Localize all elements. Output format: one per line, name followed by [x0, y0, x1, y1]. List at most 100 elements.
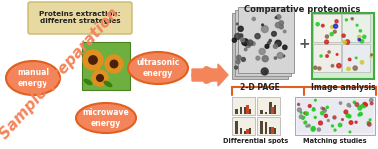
Circle shape: [333, 116, 336, 119]
FancyBboxPatch shape: [265, 122, 267, 134]
Ellipse shape: [104, 81, 113, 87]
Circle shape: [275, 17, 277, 18]
FancyBboxPatch shape: [312, 13, 374, 79]
Circle shape: [335, 20, 338, 23]
Circle shape: [283, 55, 285, 57]
Circle shape: [265, 44, 269, 48]
Text: 2-D PAGE: 2-D PAGE: [240, 83, 280, 92]
Circle shape: [324, 114, 327, 117]
Circle shape: [342, 34, 345, 37]
Circle shape: [308, 124, 310, 127]
FancyBboxPatch shape: [271, 127, 274, 134]
Circle shape: [245, 48, 247, 51]
Circle shape: [268, 42, 270, 44]
Circle shape: [353, 101, 356, 103]
Circle shape: [346, 114, 349, 117]
Text: Matching studies: Matching studies: [303, 138, 367, 144]
FancyBboxPatch shape: [235, 10, 291, 76]
Circle shape: [355, 121, 357, 123]
Circle shape: [322, 24, 324, 27]
Circle shape: [262, 56, 268, 62]
Circle shape: [323, 108, 325, 110]
Circle shape: [371, 54, 372, 56]
Circle shape: [242, 39, 248, 45]
Circle shape: [279, 21, 284, 25]
Circle shape: [235, 66, 238, 69]
FancyBboxPatch shape: [248, 128, 251, 134]
Circle shape: [279, 25, 283, 29]
Circle shape: [297, 103, 300, 105]
Circle shape: [240, 38, 245, 42]
FancyBboxPatch shape: [238, 7, 294, 73]
Ellipse shape: [84, 79, 93, 85]
Circle shape: [97, 75, 103, 81]
Circle shape: [232, 38, 236, 42]
FancyBboxPatch shape: [260, 121, 262, 134]
FancyBboxPatch shape: [342, 44, 370, 72]
Circle shape: [337, 63, 341, 68]
FancyBboxPatch shape: [313, 14, 341, 42]
Circle shape: [334, 129, 336, 131]
FancyBboxPatch shape: [274, 104, 276, 114]
Circle shape: [311, 127, 315, 131]
Circle shape: [105, 55, 123, 73]
Circle shape: [348, 115, 351, 118]
Circle shape: [325, 35, 328, 38]
Circle shape: [358, 39, 361, 41]
FancyBboxPatch shape: [342, 14, 370, 42]
Circle shape: [302, 118, 304, 119]
Circle shape: [314, 116, 316, 118]
Polygon shape: [192, 64, 228, 86]
Circle shape: [300, 112, 302, 114]
Circle shape: [356, 24, 358, 26]
Circle shape: [367, 123, 371, 126]
FancyBboxPatch shape: [232, 13, 288, 79]
Circle shape: [273, 44, 277, 48]
Circle shape: [275, 40, 281, 46]
Circle shape: [333, 24, 338, 28]
Circle shape: [349, 105, 351, 107]
FancyBboxPatch shape: [297, 99, 373, 133]
Circle shape: [237, 23, 238, 25]
FancyBboxPatch shape: [269, 127, 271, 134]
FancyBboxPatch shape: [265, 112, 267, 114]
Text: Image analysis: Image analysis: [311, 83, 375, 92]
Circle shape: [255, 34, 260, 39]
FancyBboxPatch shape: [274, 128, 276, 134]
Circle shape: [319, 121, 322, 125]
FancyBboxPatch shape: [235, 109, 237, 114]
Circle shape: [247, 40, 253, 46]
Circle shape: [239, 34, 243, 37]
Circle shape: [351, 18, 353, 20]
FancyBboxPatch shape: [271, 107, 274, 114]
Circle shape: [363, 35, 366, 38]
Circle shape: [275, 22, 280, 28]
Circle shape: [261, 68, 268, 75]
Text: manual
energy: manual energy: [17, 68, 49, 88]
Circle shape: [336, 54, 338, 55]
Circle shape: [317, 128, 321, 131]
Circle shape: [370, 98, 373, 102]
Circle shape: [308, 105, 311, 107]
Circle shape: [318, 67, 321, 70]
FancyBboxPatch shape: [246, 129, 248, 134]
Text: +: +: [298, 37, 310, 51]
Circle shape: [349, 58, 351, 61]
Circle shape: [359, 30, 361, 32]
Circle shape: [314, 99, 316, 101]
Circle shape: [353, 66, 357, 70]
FancyBboxPatch shape: [240, 128, 242, 134]
Ellipse shape: [128, 52, 188, 84]
Circle shape: [360, 61, 364, 64]
Circle shape: [110, 60, 118, 68]
Circle shape: [321, 111, 324, 115]
Circle shape: [256, 56, 260, 60]
FancyBboxPatch shape: [313, 44, 341, 72]
Text: Comparative proteomics: Comparative proteomics: [244, 5, 360, 14]
Circle shape: [245, 42, 251, 48]
Circle shape: [272, 31, 276, 36]
Circle shape: [252, 17, 256, 21]
Circle shape: [303, 116, 305, 118]
Circle shape: [323, 109, 326, 112]
Circle shape: [347, 104, 350, 107]
